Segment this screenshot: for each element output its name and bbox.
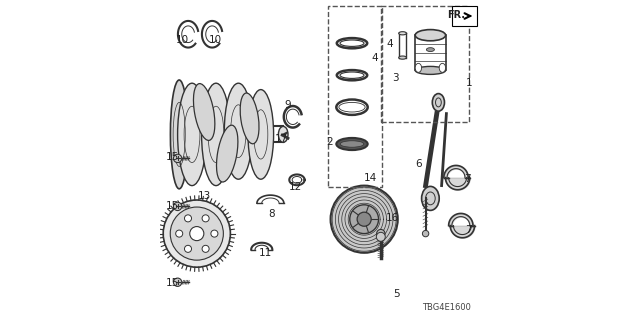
Text: 3: 3	[392, 73, 399, 84]
Text: TBG4E1600: TBG4E1600	[422, 303, 471, 312]
Circle shape	[349, 205, 378, 234]
Text: 10: 10	[176, 35, 189, 45]
Circle shape	[357, 212, 371, 226]
Text: 5: 5	[393, 289, 399, 299]
Circle shape	[202, 215, 209, 222]
Ellipse shape	[439, 63, 445, 72]
Text: 17: 17	[275, 134, 287, 144]
Ellipse shape	[426, 48, 435, 52]
Ellipse shape	[415, 67, 445, 75]
Text: 1: 1	[465, 78, 472, 88]
Text: 8: 8	[268, 209, 275, 220]
Ellipse shape	[415, 30, 445, 41]
Ellipse shape	[216, 125, 238, 182]
Circle shape	[376, 229, 385, 238]
Ellipse shape	[433, 93, 445, 111]
Ellipse shape	[399, 56, 406, 59]
Text: 13: 13	[198, 191, 211, 201]
Text: 15: 15	[166, 278, 179, 288]
Ellipse shape	[337, 138, 367, 150]
Circle shape	[173, 202, 182, 211]
Circle shape	[175, 230, 183, 237]
Ellipse shape	[178, 83, 206, 186]
Circle shape	[189, 227, 204, 241]
Ellipse shape	[399, 32, 406, 35]
Circle shape	[211, 230, 218, 237]
FancyBboxPatch shape	[452, 6, 477, 26]
Text: 4: 4	[371, 53, 378, 63]
Text: 15: 15	[166, 201, 179, 212]
Ellipse shape	[224, 83, 253, 179]
Circle shape	[202, 245, 209, 252]
Text: 15: 15	[166, 152, 179, 163]
Circle shape	[184, 215, 191, 222]
Text: 10: 10	[209, 35, 221, 45]
Circle shape	[170, 207, 223, 260]
Text: 6: 6	[415, 159, 422, 169]
Text: FR.: FR.	[447, 10, 465, 20]
Text: 14: 14	[364, 172, 377, 183]
Ellipse shape	[170, 80, 188, 189]
Ellipse shape	[240, 93, 259, 144]
Text: 16: 16	[385, 213, 399, 223]
Ellipse shape	[340, 141, 364, 147]
Ellipse shape	[422, 186, 439, 211]
Text: 7: 7	[464, 174, 470, 184]
Circle shape	[330, 186, 398, 253]
Circle shape	[173, 154, 182, 163]
Circle shape	[173, 278, 182, 286]
Text: 12: 12	[289, 182, 301, 192]
Ellipse shape	[193, 84, 215, 140]
Text: 9: 9	[285, 100, 291, 110]
Circle shape	[376, 232, 385, 241]
Circle shape	[422, 230, 429, 237]
Ellipse shape	[248, 90, 274, 179]
Circle shape	[163, 200, 230, 267]
Text: 7: 7	[465, 225, 472, 235]
Text: 2: 2	[326, 137, 333, 148]
Circle shape	[184, 245, 191, 252]
Ellipse shape	[202, 83, 230, 186]
Text: 11: 11	[259, 248, 271, 258]
Ellipse shape	[415, 63, 422, 72]
Ellipse shape	[278, 126, 288, 142]
Text: 4: 4	[387, 39, 393, 49]
